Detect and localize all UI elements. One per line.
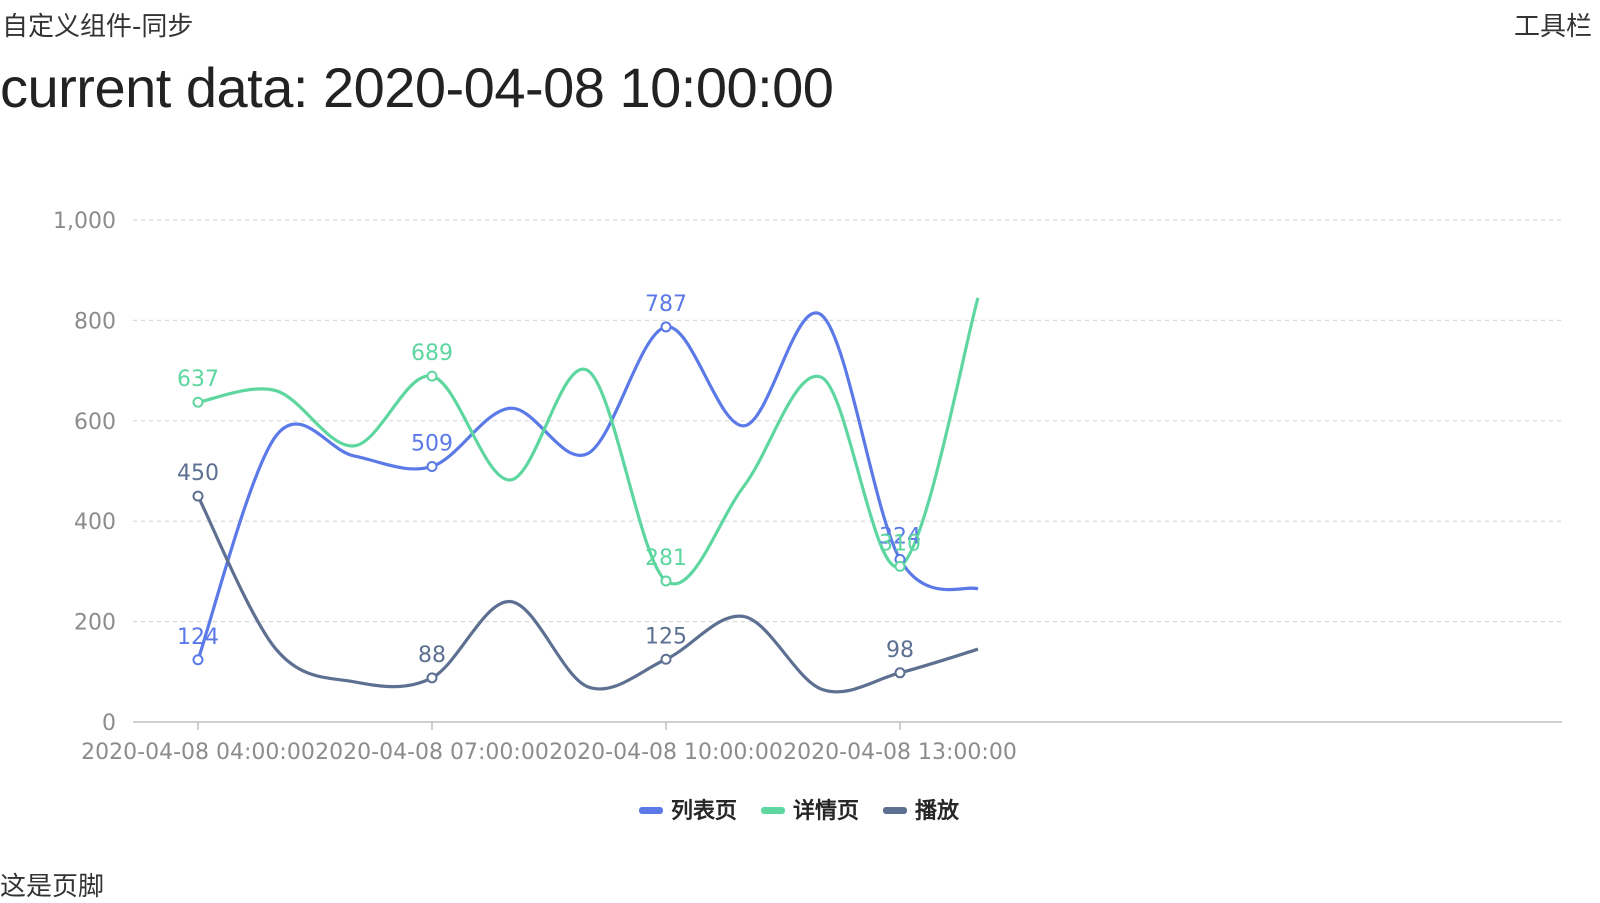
data-point[interactable] xyxy=(426,370,438,382)
data-label: 310 xyxy=(879,531,921,556)
y-tick-label: 800 xyxy=(74,309,116,334)
legend-marker[interactable] xyxy=(639,807,663,814)
data-label: 324 xyxy=(879,524,921,549)
data-point[interactable] xyxy=(426,672,438,684)
page-footer: 这是页脚 xyxy=(0,872,105,902)
legend-item-1[interactable]: 详情页 xyxy=(793,798,859,824)
data-label: 88 xyxy=(418,643,446,668)
y-tick-label: 600 xyxy=(74,410,116,435)
top-bar: 自定义组件-同步 工具栏 xyxy=(0,0,1600,42)
data-point[interactable] xyxy=(192,490,204,502)
data-point[interactable] xyxy=(894,667,906,679)
data-point[interactable] xyxy=(660,653,672,665)
data-label: 450 xyxy=(177,461,219,486)
x-tick-label: 2020-04-08 04:00:00 xyxy=(81,740,315,765)
legend-item-0[interactable]: 列表页 xyxy=(671,799,737,824)
x-tick-label: 2020-04-08 07:00:00 xyxy=(315,740,549,765)
data-label: 125 xyxy=(645,624,687,649)
legend-marker[interactable] xyxy=(883,807,907,814)
data-point[interactable] xyxy=(426,460,438,472)
data-point[interactable] xyxy=(660,321,672,333)
x-tick-label: 2020-04-08 10:00:00 xyxy=(549,740,783,765)
data-point[interactable] xyxy=(660,575,672,587)
legend-marker[interactable] xyxy=(761,807,785,814)
data-label: 281 xyxy=(645,546,687,571)
y-tick-label: 400 xyxy=(74,510,116,535)
series-line-1 xyxy=(197,297,980,586)
line-chart: 0 200 400 600 800 1,000 2020-04-08 04:00:00 202… xyxy=(0,170,1600,860)
legend-item-2[interactable]: 播放 xyxy=(915,798,960,824)
data-point[interactable] xyxy=(192,396,204,408)
series-line-0 xyxy=(196,311,979,661)
component-title: 自定义组件-同步 xyxy=(2,12,194,42)
y-tick-label: 1,000 xyxy=(53,209,116,234)
data-label: 689 xyxy=(411,341,453,366)
data-label: 787 xyxy=(645,292,687,317)
series-line-2 xyxy=(196,495,979,694)
y-tick-label: 200 xyxy=(74,611,116,636)
data-label: 509 xyxy=(411,431,453,456)
data-point[interactable] xyxy=(894,560,906,572)
data-label: 98 xyxy=(886,638,914,663)
current-data-headline: current data: 2020-04-08 10:00:00 xyxy=(0,56,834,119)
data-label: 124 xyxy=(177,625,219,650)
x-tick-label: 2020-04-08 13:00:00 xyxy=(783,740,1017,765)
data-point[interactable] xyxy=(192,654,204,666)
toolbar-label[interactable]: 工具栏 xyxy=(1513,12,1592,42)
y-tick-label: 0 xyxy=(102,711,116,736)
data-label: 637 xyxy=(177,367,219,392)
